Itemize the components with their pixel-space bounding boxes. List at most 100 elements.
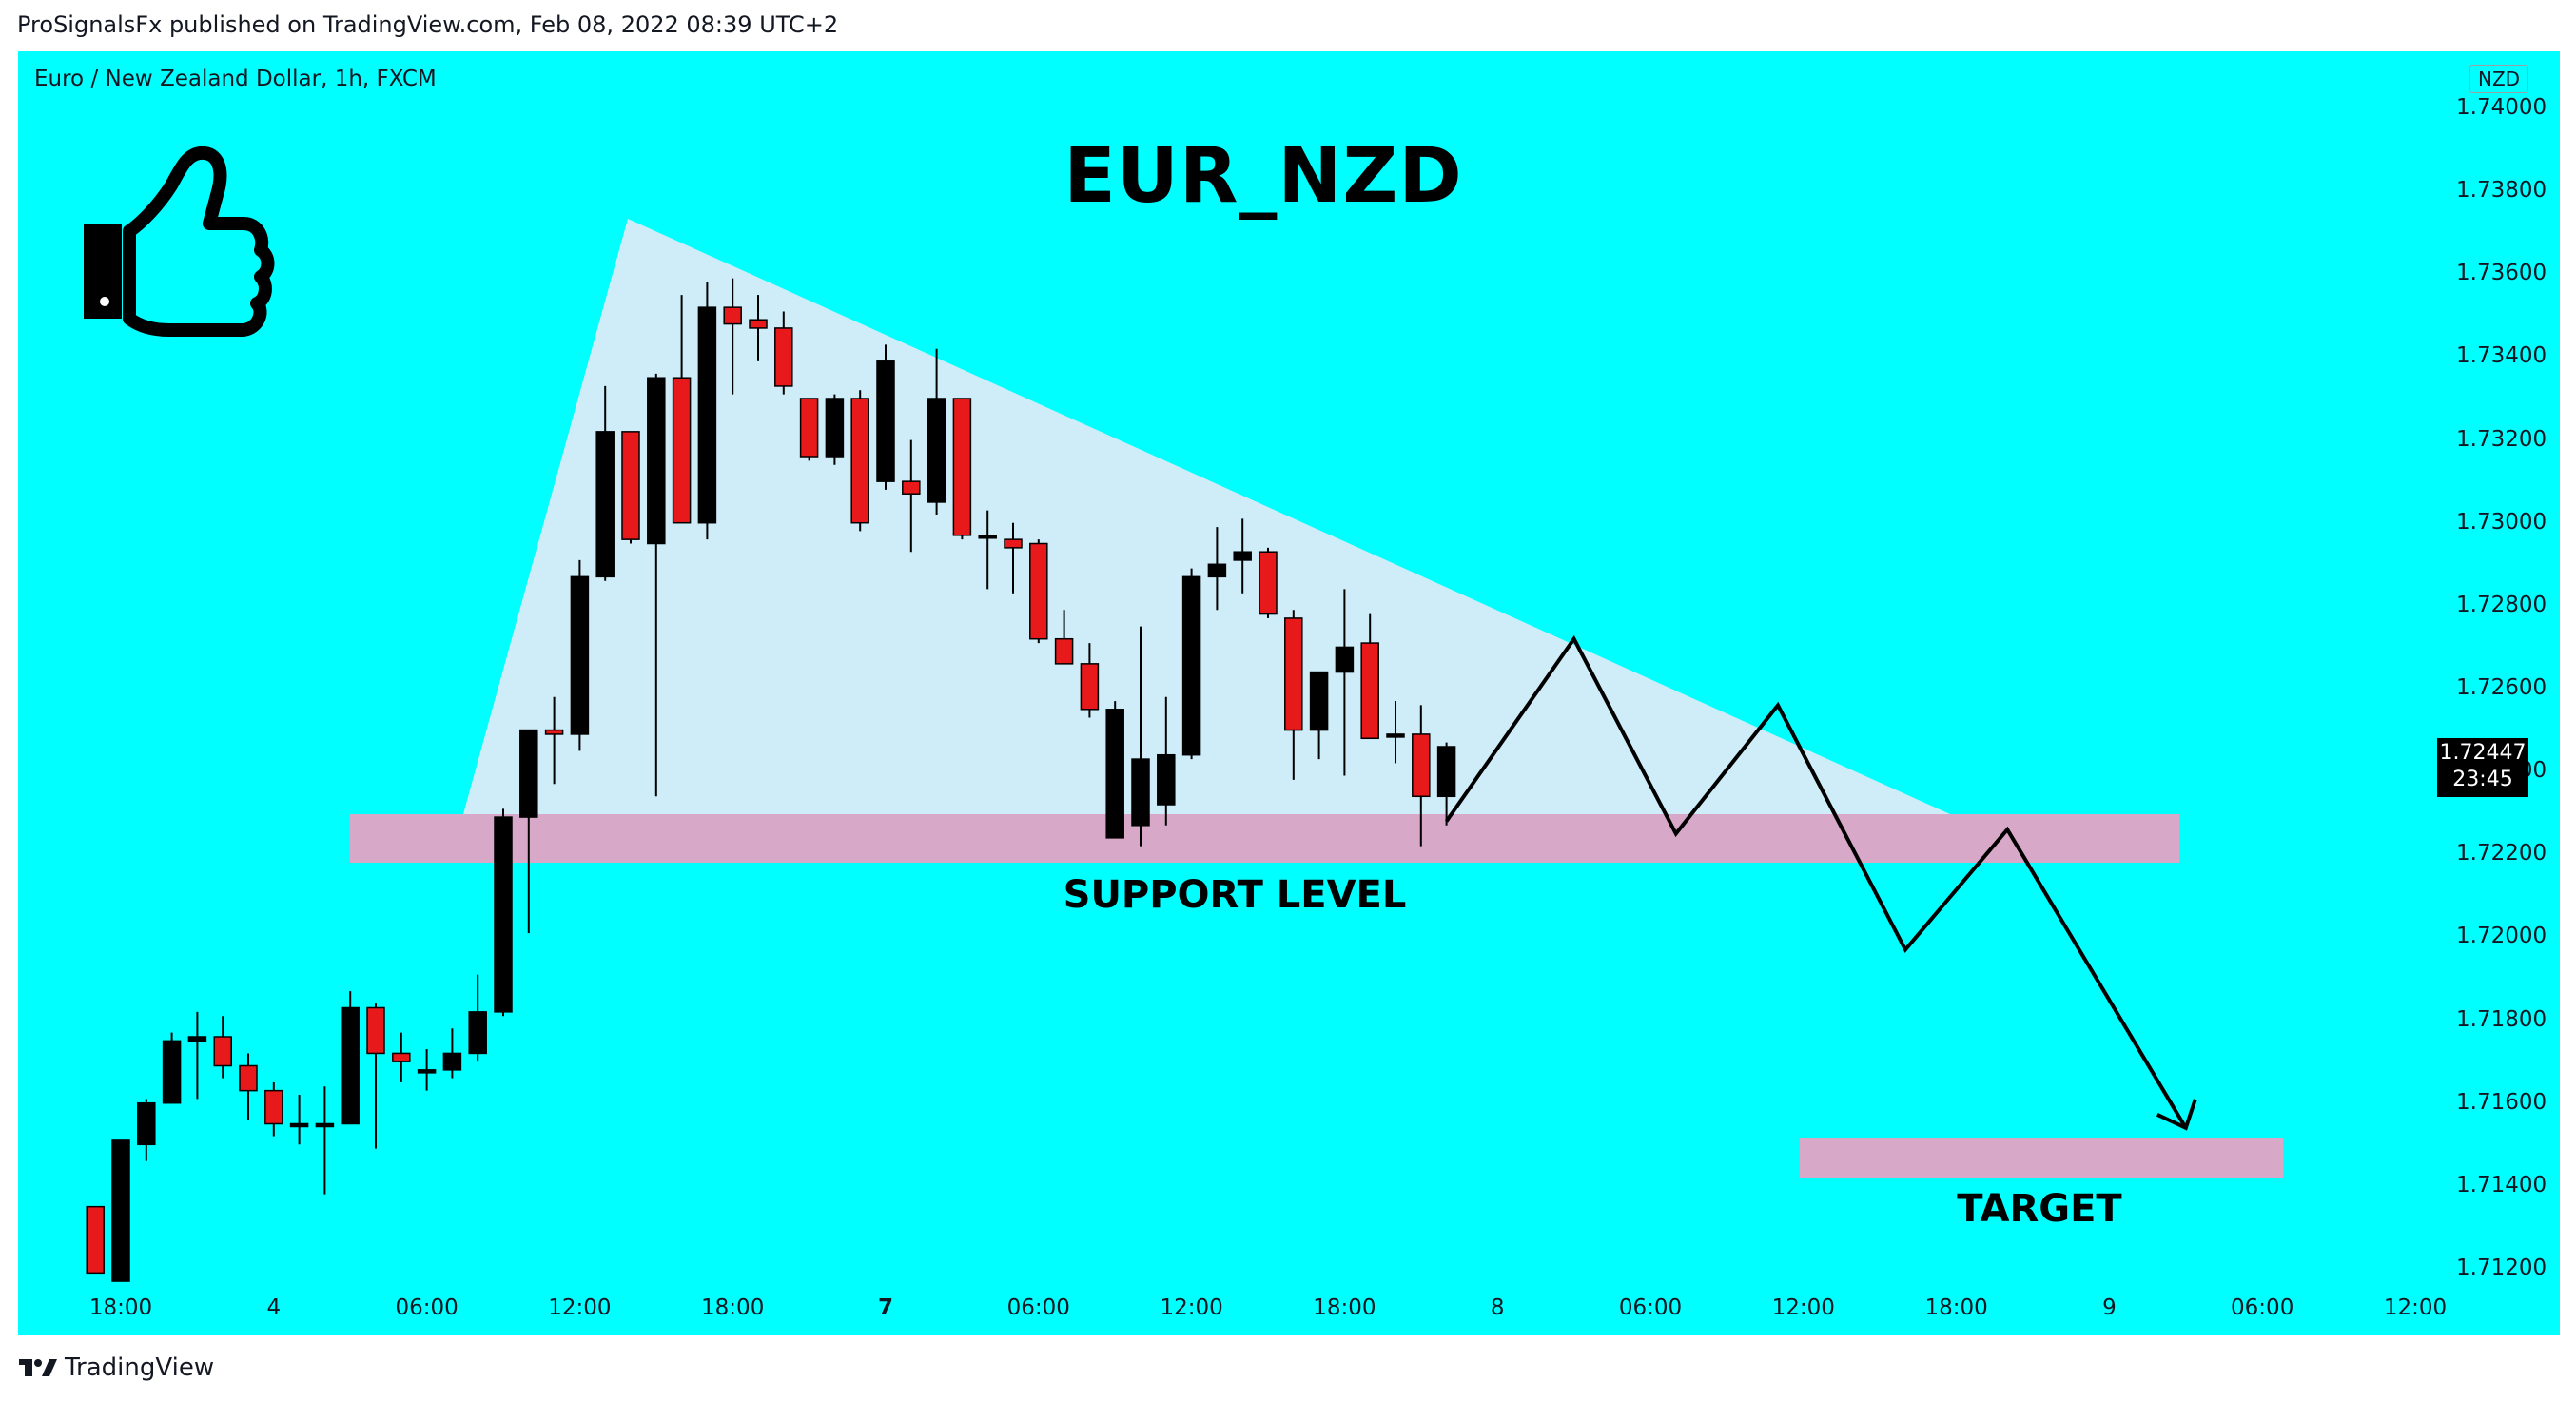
time-tick-label: 06:00 (1006, 1295, 1070, 1320)
time-tick-label: 06:00 (1618, 1295, 1683, 1320)
bearish-candle (1004, 538, 1023, 549)
bearish-candle (264, 1089, 283, 1125)
time-tick-label: 12:00 (1160, 1295, 1223, 1320)
tradingview-logo-icon (19, 1359, 57, 1376)
descending-triangle (463, 219, 1950, 814)
last-price-value: 1.72447 (2439, 741, 2527, 765)
bullish-candle (1105, 709, 1124, 839)
bearish-candle (1284, 617, 1303, 731)
bearish-candle (774, 327, 793, 387)
time-tick-label: 18:00 (1313, 1295, 1376, 1320)
time-tick-label: 12:00 (1771, 1295, 1835, 1320)
time-tick-label: 7 (877, 1295, 894, 1320)
bullish-candle (494, 816, 513, 1013)
time-tick-label: 18:00 (1924, 1295, 1988, 1320)
bullish-candle (519, 729, 538, 818)
bearish-candle (239, 1064, 258, 1092)
bearish-candle (86, 1205, 105, 1275)
thumbs-up-icon (84, 146, 275, 337)
time-tick-label: 9 (2102, 1295, 2117, 1320)
price-tick-label: 1.72800 (2456, 592, 2547, 617)
time-tick-label: 18:00 (88, 1295, 153, 1320)
price-tick-label: 1.73200 (2456, 426, 2547, 452)
bullish-candle (595, 431, 615, 578)
bearish-candle (723, 306, 742, 325)
bearish-candle (672, 377, 692, 524)
chart-title-annotation: EUR_NZD (1064, 131, 1463, 220)
bullish-candle (570, 575, 590, 735)
bearish-candle (366, 1006, 385, 1055)
price-tick-label: 1.73400 (2456, 343, 2547, 369)
bullish-candle (1436, 746, 1456, 798)
bullish-candle (1131, 758, 1150, 827)
price-tick-label: 1.71200 (2456, 1256, 2547, 1280)
target-zone (1800, 1138, 2283, 1178)
bullish-candle (647, 377, 666, 545)
bullish-candle (341, 1006, 360, 1125)
bullish-candle (697, 306, 717, 524)
projection-arrowhead (2156, 1099, 2197, 1131)
bearish-candle (902, 480, 921, 495)
price-tick-label: 1.71400 (2456, 1172, 2547, 1198)
bullish-candle (137, 1101, 156, 1146)
bearish-candle (1412, 733, 1431, 798)
bar-countdown: 23:45 (2452, 768, 2513, 791)
bullish-candle (1181, 575, 1201, 756)
price-tick-label: 1.71800 (2456, 1006, 2547, 1032)
last-price-label: 1.72447 23:45 (2437, 738, 2528, 797)
bullish-candle (315, 1122, 335, 1128)
bearish-candle (952, 398, 972, 536)
bearish-candle (749, 319, 768, 329)
bullish-candle (825, 398, 845, 458)
bearish-candle (799, 398, 819, 458)
bullish-candle (442, 1052, 462, 1071)
support-zone (350, 814, 2179, 863)
price-tick-label: 1.72200 (2456, 841, 2547, 867)
time-tick-label: 8 (1490, 1295, 1505, 1320)
bullish-candle (468, 1011, 487, 1055)
price-tick-label: 1.73000 (2456, 509, 2547, 535)
bullish-candle (1157, 753, 1176, 806)
time-tick-label: 18:00 (701, 1295, 765, 1320)
bullish-candle (1207, 563, 1227, 578)
price-tick-label: 1.73800 (2456, 178, 2547, 204)
bearish-candle (1080, 663, 1100, 711)
price-tick-label: 1.72600 (2456, 675, 2547, 700)
bullish-candle (927, 398, 946, 503)
price-tick-label: 1.74000 (2456, 95, 2547, 120)
bullish-candle (187, 1036, 207, 1042)
bearish-candle (1054, 637, 1074, 665)
bullish-candle (978, 535, 997, 539)
bullish-candle (289, 1122, 309, 1128)
bearish-candle (1029, 542, 1048, 640)
price-tick-label: 1.73600 (2456, 261, 2547, 286)
bearish-candle (544, 729, 564, 735)
bearish-candle (1360, 642, 1379, 740)
publisher-header: ProSignalsFx published on TradingView.co… (17, 11, 839, 38)
time-tick-label: 12:00 (2383, 1295, 2448, 1320)
target-label: TARGET (1957, 1187, 2122, 1231)
support-level-label: SUPPORT LEVEL (1063, 873, 1407, 917)
bearish-candle (213, 1036, 232, 1067)
bullish-candle (1386, 733, 1405, 738)
bullish-candle (1309, 671, 1329, 731)
time-tick-label: 06:00 (395, 1295, 459, 1320)
bullish-candle (1233, 551, 1252, 561)
tradingview-brand: TradingView (65, 1353, 215, 1382)
currency-badge[interactable]: NZD (2469, 65, 2529, 93)
time-tick-label: 4 (266, 1295, 282, 1320)
bullish-candle (111, 1139, 130, 1282)
bullish-candle (876, 360, 895, 482)
time-tick-label: 06:00 (2231, 1295, 2294, 1320)
time-tick-label: 12:00 (548, 1295, 612, 1320)
bearish-candle (1259, 551, 1278, 615)
candles (86, 278, 1456, 1282)
price-tick-label: 1.72000 (2456, 924, 2547, 949)
bearish-candle (621, 431, 640, 540)
price-tick-label: 1.71600 (2456, 1089, 2547, 1115)
bearish-candle (850, 398, 869, 524)
bullish-candle (162, 1040, 182, 1104)
projection-path (1444, 634, 2188, 1129)
footer-brand[interactable]: TradingView (19, 1353, 214, 1382)
